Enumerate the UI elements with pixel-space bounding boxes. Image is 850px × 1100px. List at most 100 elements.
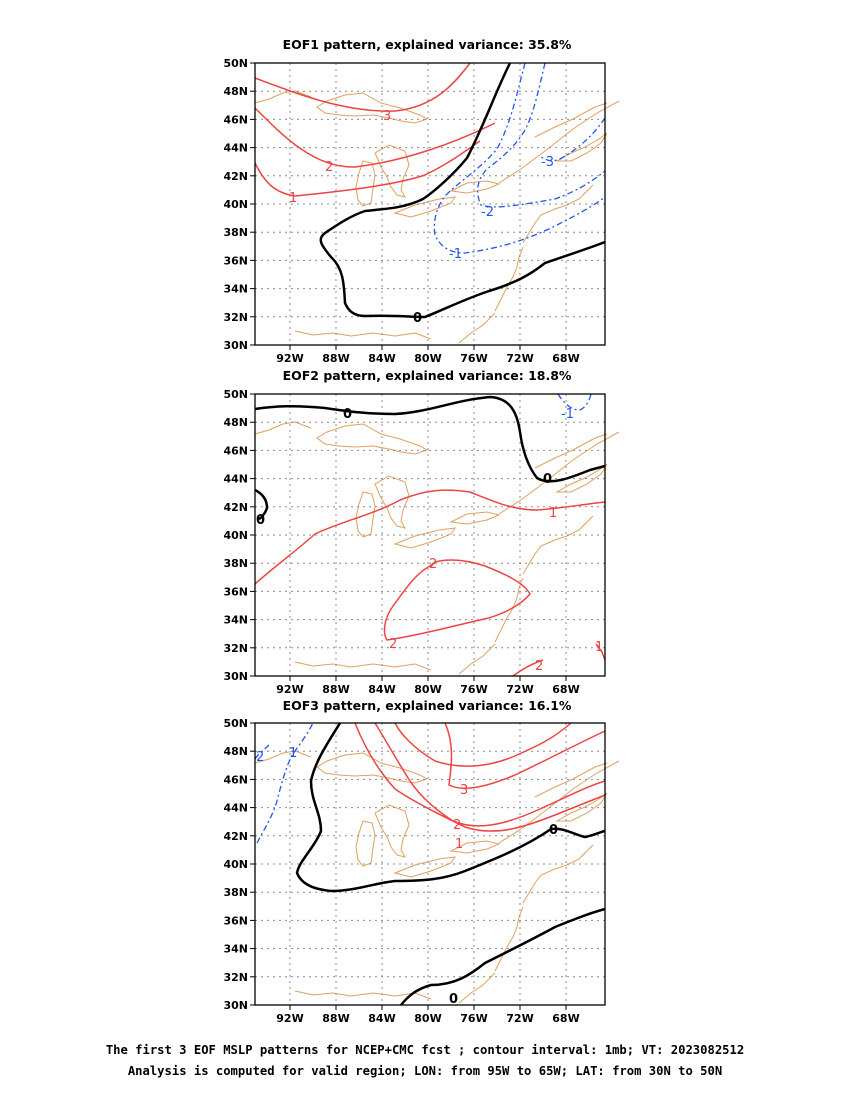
lat-label: 48N — [223, 416, 248, 429]
lat-label: 34N — [223, 614, 248, 627]
gridlines — [255, 394, 605, 676]
lon-label: 68W — [552, 683, 579, 696]
contour-label: 2 — [429, 557, 437, 572]
lon-label: 84W — [368, 1012, 395, 1025]
contour-label: -1 — [449, 247, 462, 262]
contour-label: -3 — [541, 155, 554, 170]
lon-label: 88W — [322, 1012, 349, 1025]
contour-label: 2 — [325, 160, 333, 175]
contour-label: 1 — [455, 837, 463, 852]
lat-label: 48N — [223, 745, 248, 758]
contour-pos — [354, 722, 606, 832]
contour-label: 0 — [543, 472, 552, 487]
panel-eof3: 2 1 3 2 1 0 0 — [254, 722, 620, 1007]
lat-label: 40N — [223, 529, 248, 542]
gridlines — [255, 63, 605, 345]
contour-label: 2 — [453, 818, 461, 833]
lon-label: 68W — [552, 352, 579, 365]
lat-label: 30N — [223, 339, 248, 352]
caption-line-2: Analysis is computed for valid region; L… — [128, 1064, 722, 1078]
contour-zero — [400, 907, 606, 1006]
lon-label: 84W — [368, 352, 395, 365]
lat-label: 32N — [223, 642, 248, 655]
contour-zero — [254, 395, 606, 483]
contour-label: 3 — [383, 109, 391, 124]
lon-label: 84W — [368, 683, 395, 696]
contour-neg — [433, 62, 606, 254]
coastline — [254, 421, 620, 675]
lat-label: 44N — [223, 142, 248, 155]
lon-label: 88W — [322, 683, 349, 696]
lat-label: 32N — [223, 971, 248, 984]
lat-label: 38N — [223, 226, 248, 239]
panel-title: EOF2 pattern, explained variance: 18.8% — [283, 368, 572, 383]
lat-label: 42N — [223, 170, 248, 183]
lat-label: 40N — [223, 858, 248, 871]
contour-label: 0 — [449, 992, 458, 1007]
contour-zero — [319, 62, 606, 319]
lat-label: 42N — [223, 501, 248, 514]
lon-label: 80W — [414, 1012, 441, 1025]
lat-label: 36N — [223, 914, 248, 927]
lon-label: 68W — [552, 1012, 579, 1025]
lon-label: 72W — [506, 1012, 533, 1025]
contour-label: 0 — [549, 823, 558, 838]
caption-line-1: The first 3 EOF MSLP patterns for NCEP+C… — [106, 1043, 744, 1057]
lon-label: 72W — [506, 352, 533, 365]
lon-label: 76W — [460, 683, 487, 696]
axes: 30N 32N 34N 36N 38N 40N 42N 44N 46N 48N 50N 92W 88W 8… — [223, 57, 579, 1025]
lat-label: 32N — [223, 311, 248, 324]
gridlines — [255, 723, 605, 1005]
lat-label: 42N — [223, 830, 248, 843]
lat-label: 44N — [223, 473, 248, 486]
contour-label: 2 — [535, 659, 543, 674]
contour-pos — [254, 489, 606, 585]
lat-label: 30N — [223, 999, 248, 1012]
contour-zero — [295, 722, 606, 893]
contour-label: 1 — [549, 506, 557, 521]
contour-pos — [374, 722, 606, 827]
lat-label: 50N — [223, 388, 248, 401]
lat-label: 30N — [223, 670, 248, 683]
contour-pos — [394, 722, 572, 767]
lat-label: 36N — [223, 254, 248, 267]
lon-label: 80W — [414, 352, 441, 365]
lat-label: 46N — [223, 773, 248, 786]
contour-pos — [595, 643, 606, 661]
lon-label: 92W — [276, 1012, 303, 1025]
lon-label: 92W — [276, 683, 303, 696]
contour-label: 0 — [413, 311, 422, 326]
contour-neg — [256, 722, 314, 844]
contour-zero — [254, 488, 269, 521]
contour-pos — [383, 559, 531, 641]
contour-neg — [476, 62, 606, 208]
panel-title: EOF1 pattern, explained variance: 35.8% — [283, 37, 572, 52]
lon-label: 80W — [414, 683, 441, 696]
lat-label: 40N — [223, 198, 248, 211]
contour-neg — [254, 744, 270, 760]
contour-pos — [254, 62, 471, 112]
contour-pos — [512, 659, 544, 677]
contour-label: 2 — [256, 750, 264, 765]
lat-label: 36N — [223, 585, 248, 598]
contour-neg — [557, 393, 592, 411]
lat-label: 50N — [223, 717, 248, 730]
contour-label: 0 — [343, 407, 352, 422]
coastline — [254, 90, 620, 344]
lon-label: 76W — [460, 352, 487, 365]
contour-label: 0 — [256, 513, 265, 528]
lat-label: 44N — [223, 802, 248, 815]
panel-title: EOF3 pattern, explained variance: 16.1% — [283, 698, 572, 713]
lat-label: 34N — [223, 943, 248, 956]
lat-label: 46N — [223, 444, 248, 457]
panel-eof1: 3 2 1 0 -1 -2 -3 — [254, 62, 620, 346]
contour-label: 1 — [289, 746, 297, 761]
lon-label: 92W — [276, 352, 303, 365]
lat-label: 34N — [223, 283, 248, 296]
contour-label: -1 — [561, 407, 574, 422]
lat-label: 46N — [223, 113, 248, 126]
contour-label: 1 — [595, 640, 603, 655]
coastline — [254, 750, 620, 1004]
lat-label: 38N — [223, 557, 248, 570]
